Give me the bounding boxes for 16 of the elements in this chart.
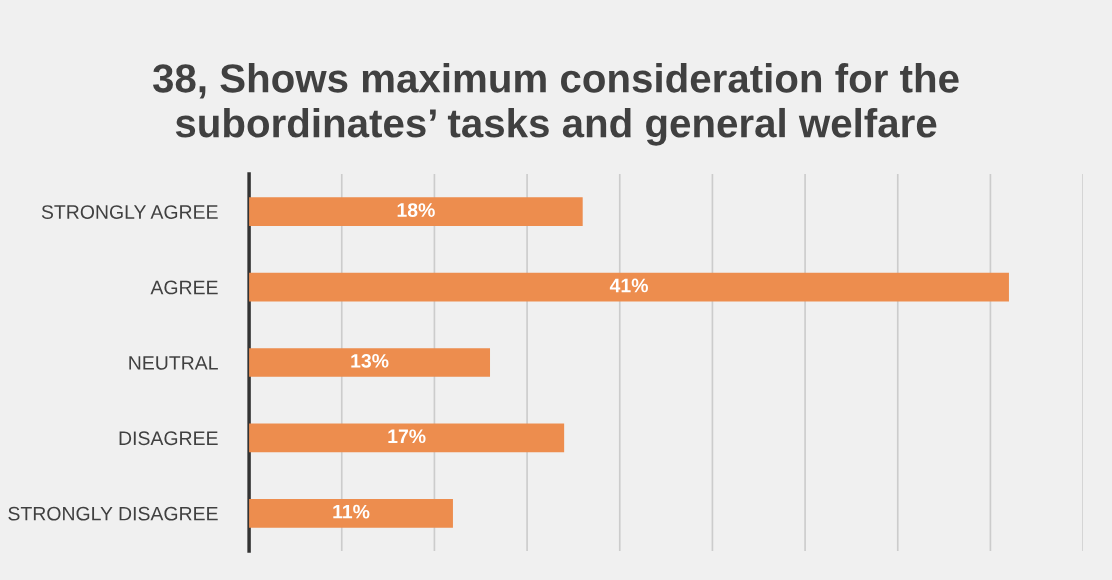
bar bbox=[249, 498, 453, 528]
y-tick-label: DISAGREE bbox=[119, 431, 218, 446]
y-tick-label: STRONGLY AGREE bbox=[41, 205, 218, 219]
y-tick-label: STRONGLY DISAGREE bbox=[8, 506, 218, 521]
bar bbox=[249, 197, 583, 227]
bar bbox=[249, 272, 1009, 302]
data-label: 17% bbox=[388, 429, 426, 444]
data-label: 11% bbox=[333, 504, 370, 519]
data-label: 18% bbox=[397, 203, 435, 217]
data-label: 13% bbox=[351, 353, 389, 368]
y-tick-label: NEUTRAL bbox=[129, 356, 218, 370]
bar bbox=[249, 423, 565, 453]
y-tick-label: AGREE bbox=[150, 280, 218, 295]
chart-title: 38, Shows maximum consideration for the subordinates’ tasks and general welfare bbox=[152, 63, 959, 146]
bar bbox=[249, 348, 491, 377]
data-label: 41% bbox=[609, 278, 648, 293]
